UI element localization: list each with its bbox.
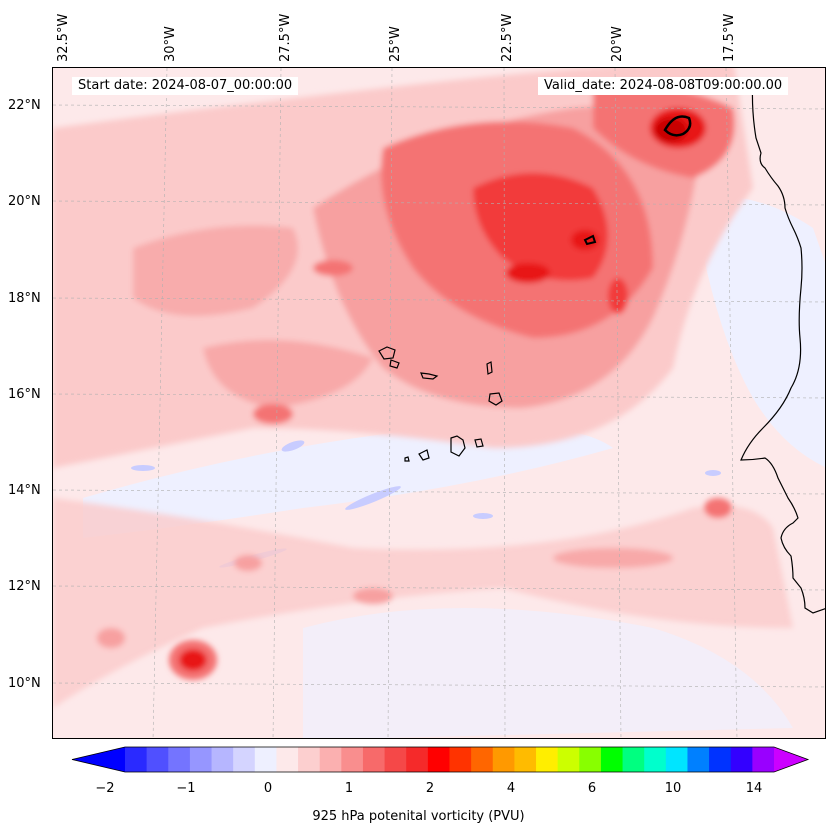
lon-label-32.5w: 32.5°W [56, 13, 71, 62]
colorbar-label: 925 hPa potenital vorticity (PVU) [312, 809, 525, 824]
colorbar-cell [709, 747, 732, 772]
colorbar-cell [146, 747, 169, 772]
colorbar-cell [730, 747, 753, 772]
colorbar-cell [600, 747, 624, 772]
colorbar-cell [233, 747, 256, 772]
cbar-tick: 6 [587, 781, 597, 796]
lon-label-17.5w: 17.5°W [722, 13, 737, 62]
cape-verde-islands [378, 346, 503, 462]
lon-label-20w: 20°W [610, 26, 625, 62]
colorbar-cell [298, 747, 321, 772]
positive-pv-areas [53, 68, 793, 708]
cbar-tick: 14 [745, 781, 763, 796]
colorbar-cell [687, 747, 710, 772]
colorbar-arrow-high [774, 747, 808, 772]
colorbar-cell [536, 747, 559, 772]
lon-label-27.5w: 27.5°W [278, 13, 293, 62]
lat-label-22n: 22°N [8, 98, 41, 113]
lat-label-20n: 20°N [8, 194, 41, 209]
colorbar-cell [427, 747, 450, 772]
colorbar-cell [211, 747, 234, 772]
pv-field-map [53, 68, 825, 738]
cbar-tick: 10 [664, 781, 682, 796]
colorbar-cell [341, 747, 364, 772]
colorbar-cell [557, 747, 580, 772]
colorbar [71, 746, 810, 773]
colorbar-cell [319, 747, 342, 772]
lat-label-10n: 10°N [8, 676, 41, 691]
negative-pv-areas [83, 196, 825, 738]
colorbar-outline [71, 746, 810, 773]
colorbar-cell [665, 747, 688, 772]
colorbar-cell [752, 747, 775, 772]
start-date-label: Start date: 2024-08-07_00:00:00 [72, 77, 299, 95]
colorbar-cell [579, 747, 602, 772]
lat-label-16n: 16°N [8, 387, 41, 402]
pv-contour-2 [663, 115, 692, 137]
cbar-tick: −1 [176, 781, 196, 796]
colorbar-cell [644, 747, 667, 772]
colorbar-cell [492, 747, 515, 772]
lon-label-25w: 25°W [388, 26, 403, 62]
colorbar-arrow-low [72, 747, 125, 772]
colorbar-cell [384, 747, 407, 772]
valid-date-label: Valid_date: 2024-08-08T09:00:00.00 [538, 77, 789, 95]
colorbar-cell [254, 747, 277, 772]
lat-label-18n: 18°N [8, 291, 41, 306]
lat-label-12n: 12°N [8, 579, 41, 594]
cbar-tick: 0 [263, 781, 273, 796]
colorbar-cell [362, 747, 386, 772]
colorbar-cell [406, 747, 429, 772]
colorbar-cell [622, 747, 645, 772]
pv-contour-small [583, 234, 597, 246]
lat-label-14n: 14°N [8, 483, 41, 498]
colorbar-cell [471, 747, 494, 772]
africa-coastline [740, 77, 825, 614]
colorbar-cell [168, 747, 191, 772]
cbar-tick: 4 [506, 781, 516, 796]
colorbar-cell [449, 747, 472, 772]
colorbar-cell [189, 747, 213, 772]
lon-label-22.5w: 22.5°W [500, 13, 515, 62]
map-panel [52, 67, 826, 739]
colorbar-cell [514, 747, 537, 772]
cbar-tick: 1 [344, 781, 354, 796]
lon-label-30w: 30°W [163, 26, 178, 62]
colorbar-cell [125, 747, 148, 772]
colorbar-cell [276, 747, 299, 772]
graticule [53, 68, 825, 738]
cbar-tick: −2 [95, 781, 115, 796]
cbar-tick: 2 [425, 781, 435, 796]
